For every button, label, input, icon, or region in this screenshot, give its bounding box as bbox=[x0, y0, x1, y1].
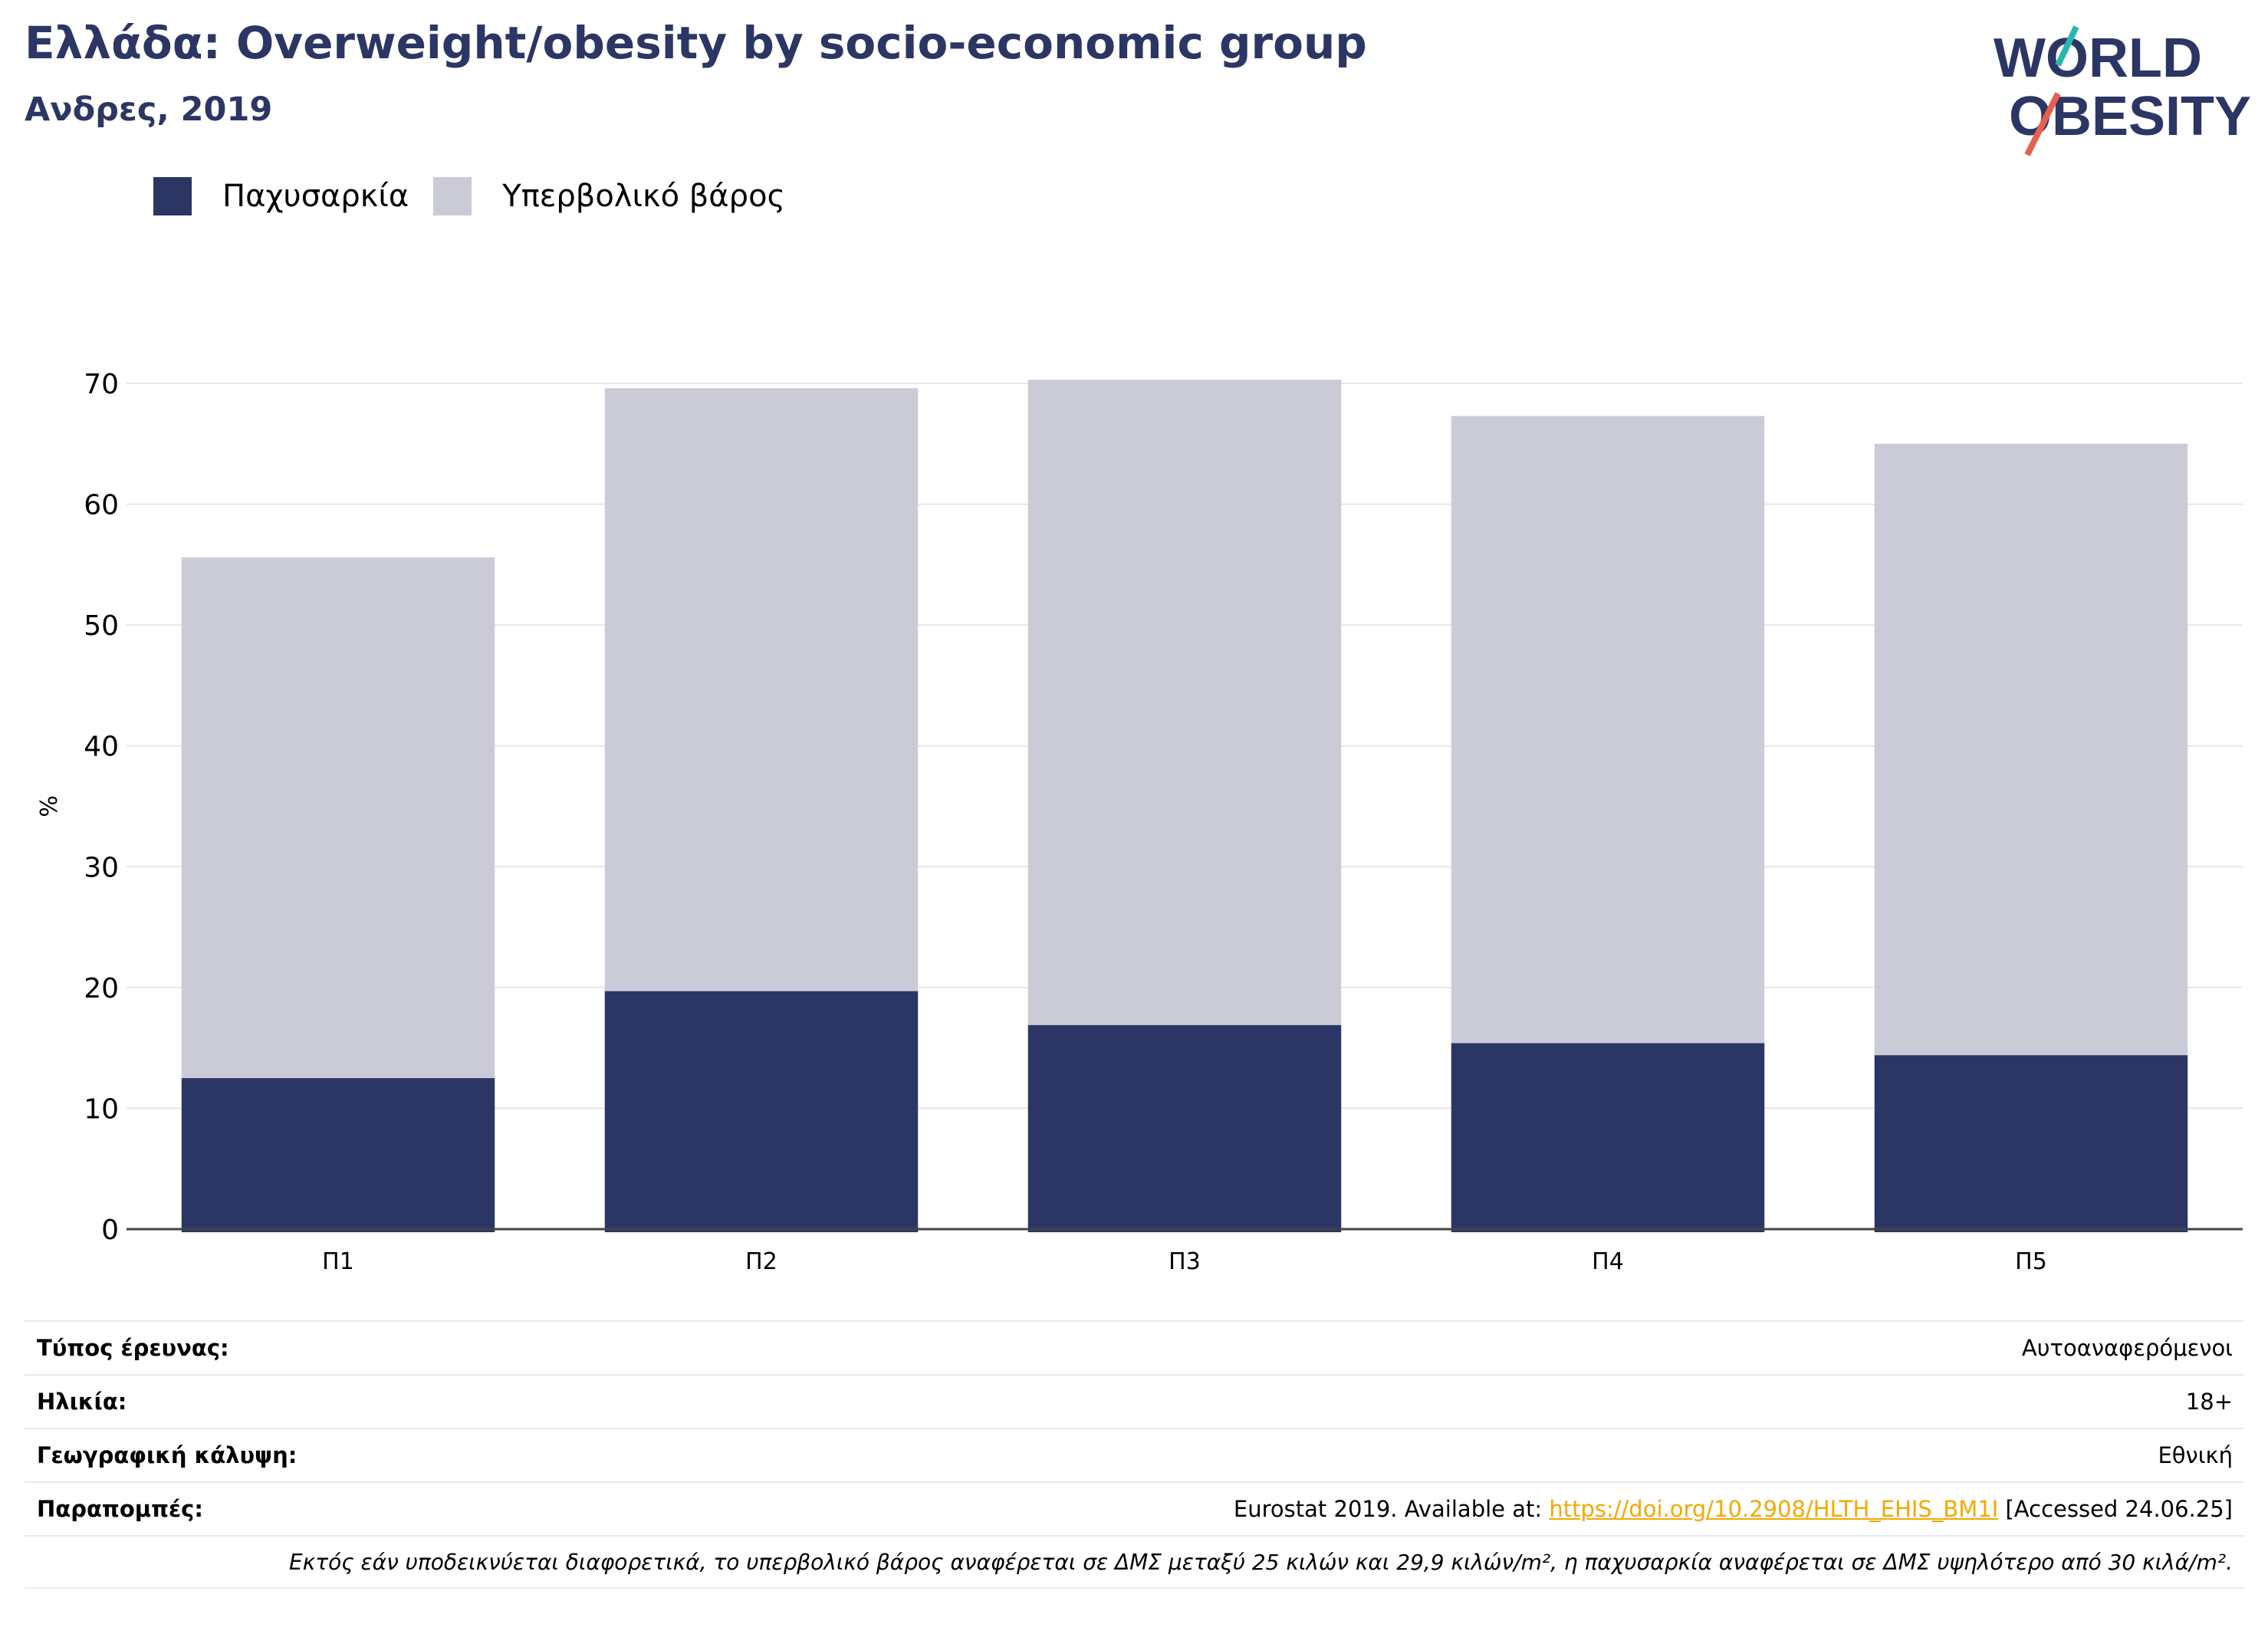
page-subtitle: Ανδρες, 2019 bbox=[25, 90, 273, 129]
legend-item-overweight: Υπερβολικό βάρος bbox=[433, 177, 810, 215]
reference-link[interactable]: https://doi.org/10.2908/HLTH_EHIS_BM1I bbox=[1549, 1496, 1999, 1522]
info-row-age: Ηλικία: 18+ bbox=[25, 1374, 2243, 1428]
info-key: Γεωγραφική κάλυψη: bbox=[37, 1442, 297, 1468]
y-axis-label: % bbox=[36, 795, 63, 817]
logo-slash-teal bbox=[2055, 25, 2079, 67]
y-tick-label: 70 bbox=[84, 369, 119, 400]
x-tick-label: Π4 bbox=[1592, 1248, 1624, 1275]
stacked-bar-chart: 0 10 20 30 40 50 60 70% Π1 Π2 Π3 Π4 Π5 bbox=[36, 369, 2243, 1275]
info-row-survey-type: Τύπος έρευνας: Αυτοαναφερόμενοι bbox=[25, 1320, 2243, 1374]
bar-overweight-5 bbox=[1874, 443, 2188, 1056]
bar-obesity-1 bbox=[181, 1078, 495, 1232]
logo-line1: WORLD bbox=[1994, 28, 2202, 89]
bar-obesity-3 bbox=[1027, 1024, 1342, 1232]
ref-prefix: Eurostat 2019. Available at: bbox=[1233, 1496, 1550, 1522]
y-tick-label: 10 bbox=[84, 1093, 119, 1125]
info-value: Eurostat 2019. Available at: https://doi… bbox=[1234, 1496, 2233, 1522]
legend-label-overweight: Υπερβολικό βάρος bbox=[502, 179, 786, 214]
x-tick-label: Π5 bbox=[2015, 1248, 2047, 1275]
info-value: Αυτοαναφερόμενοι bbox=[2021, 1335, 2233, 1361]
x-tick-label: Π3 bbox=[1169, 1248, 1201, 1275]
info-row-coverage: Γεωγραφική κάλυψη: Εθνική bbox=[25, 1428, 2243, 1481]
x-tick-label: Π2 bbox=[745, 1248, 777, 1275]
info-row-note: Εκτός εάν υποδεικνύεται διαφορετικά, το … bbox=[25, 1535, 2243, 1589]
y-tick-label: 60 bbox=[84, 490, 119, 521]
x-tick-label: Π1 bbox=[322, 1248, 354, 1275]
info-table: Τύπος έρευνας: Αυτοαναφερόμενοι Ηλικία: … bbox=[25, 1320, 2243, 1589]
bar-obesity-4 bbox=[1451, 1043, 1765, 1232]
chart-legend: Παχυσαρκία Υπερβολικό βάρος bbox=[153, 175, 810, 218]
world-obesity-logo: WORLD OBESITY bbox=[1994, 25, 2251, 156]
bar-overweight-4 bbox=[1451, 416, 1765, 1044]
y-tick-label: 30 bbox=[84, 852, 119, 883]
bar-overweight-2 bbox=[604, 388, 919, 991]
info-key: Ηλικία: bbox=[37, 1389, 127, 1415]
info-value: 18+ bbox=[2185, 1389, 2233, 1415]
info-key: Παραπομπές: bbox=[37, 1496, 203, 1522]
legend-label-obesity: Παχυσαρκία bbox=[222, 179, 409, 214]
bar-overweight-3 bbox=[1027, 380, 1342, 1025]
bar-overweight-1 bbox=[181, 557, 495, 1079]
definition-note: Εκτός εάν υποδεικνύεται διαφορετικά, το … bbox=[289, 1549, 2233, 1575]
y-tick-label: 0 bbox=[101, 1215, 119, 1246]
y-tick-label: 50 bbox=[84, 610, 119, 642]
bar-obesity-2 bbox=[604, 991, 919, 1232]
info-key: Τύπος έρευνας: bbox=[37, 1335, 229, 1361]
bar-obesity-5 bbox=[1874, 1055, 2188, 1232]
y-tick-label: 40 bbox=[84, 732, 119, 763]
legend-item-obesity: Παχυσαρκία bbox=[153, 177, 433, 215]
info-row-references: Παραπομπές: Eurostat 2019. Available at:… bbox=[25, 1481, 2243, 1535]
page-title: Ελλάδα: Overweight/obesity by socio-econ… bbox=[25, 17, 1367, 69]
logo-slash-red bbox=[2024, 92, 2061, 156]
legend-swatch-overweight bbox=[433, 177, 472, 215]
legend-swatch-obesity bbox=[153, 177, 192, 215]
y-tick-label: 20 bbox=[84, 973, 119, 1004]
info-value: Εθνική bbox=[2158, 1442, 2233, 1468]
ref-suffix: [Accessed 24.06.25] bbox=[1998, 1496, 2233, 1522]
